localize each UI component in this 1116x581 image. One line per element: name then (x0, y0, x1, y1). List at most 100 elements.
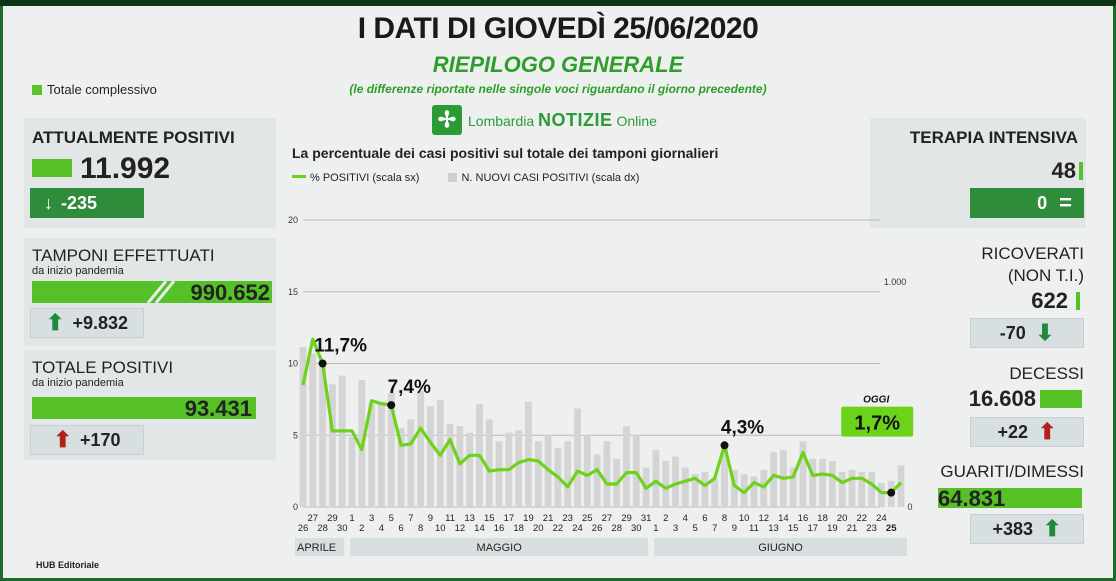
x-tick-label: 19 (523, 513, 534, 524)
arrow-up-icon: ⬆ (53, 427, 72, 452)
case-bar (711, 478, 719, 507)
x-tick-label: 14 (474, 523, 485, 534)
x-tick-label: 7 (712, 523, 717, 534)
case-bar (789, 467, 797, 507)
x-tick-label: 16 (494, 523, 505, 534)
case-bar (387, 393, 395, 507)
arrow-down-icon: ⬇ (1035, 320, 1055, 345)
x-tick-label: 25 (582, 513, 593, 524)
positivi-bar (32, 159, 72, 177)
page-subtitle: RIEPILOGO GENERALE (432, 52, 684, 77)
case-bar (338, 375, 346, 507)
month-band (295, 538, 345, 556)
annotation-label: 7,4% (388, 377, 431, 398)
case-bar (309, 353, 317, 507)
x-tick-label: 9 (732, 523, 737, 534)
x-tick-label: 21 (847, 523, 858, 534)
case-bar (574, 408, 581, 507)
month-band (654, 538, 907, 556)
case-bar (691, 474, 699, 507)
positivi-delta-value: -235 (61, 192, 98, 213)
totpos-bar (32, 397, 256, 419)
x-tick-label: 17 (504, 513, 515, 524)
ti-delta: 0 = (970, 188, 1084, 218)
ric-bar (1076, 292, 1080, 310)
case-bar (868, 471, 876, 507)
positivity-line (301, 337, 903, 495)
y-tick-label: 10 (288, 359, 298, 369)
x-tick-label: 22 (856, 513, 867, 524)
tamponi-sub: da inizio pandemia (32, 265, 124, 277)
ti-label: TERAPIA INTENSIVA (909, 128, 1078, 147)
ti-bar (1079, 162, 1083, 180)
x-tick-label: 1 (653, 523, 658, 534)
dec-value: 16.608 (968, 386, 1036, 411)
x-tick-label: 18 (513, 523, 524, 534)
x-tick-label: 18 (817, 513, 828, 524)
month-label: GIUGNO (758, 542, 803, 554)
top-strip (0, 0, 1116, 6)
arrow-up-icon: ⬆ (1038, 419, 1057, 444)
x-tick-label: 10 (435, 523, 446, 534)
x-tick-label: 3 (673, 523, 678, 534)
case-bar (456, 425, 464, 507)
case-bar (368, 404, 376, 507)
case-bar (593, 454, 601, 507)
logo-text: Lombardia NOTIZIE Online (468, 110, 657, 131)
x-tick-label: 13 (768, 523, 779, 534)
gua-delta: +383 ⬆ (970, 514, 1084, 544)
x-tick-label: 20 (533, 523, 544, 534)
x-tick-label: 9 (428, 513, 433, 524)
annotation-dot (720, 441, 729, 450)
x-tick-label: 15 (484, 513, 495, 524)
page-title: I DATI DI GIOVEDÌ 25/06/2020 (357, 12, 759, 45)
x-tick-label: 15 (788, 523, 799, 534)
case-bar (319, 366, 327, 507)
x-tick-label: 5 (389, 513, 394, 524)
y-tick-label: 5 (293, 430, 298, 440)
case-bar (858, 471, 866, 507)
case-bar (770, 452, 777, 507)
ric-delta-value: -70 (999, 322, 1026, 343)
equals-icon: = (1059, 190, 1072, 215)
annotation-box (841, 406, 914, 437)
dec-delta: +22 ⬆ (970, 417, 1084, 447)
footer-credit: HUB Editoriale (36, 560, 100, 570)
case-bar (377, 401, 385, 507)
x-tick-label: 24 (572, 523, 583, 534)
x-tick-label: 11 (749, 523, 759, 534)
case-bar (446, 423, 454, 507)
x-tick-label: 4 (683, 513, 688, 524)
logo-brand: Lombardia (468, 112, 535, 129)
case-bar (623, 425, 630, 507)
x-tick-label: 5 (692, 523, 697, 534)
y2-tick-label: 1.000 (884, 277, 907, 287)
x-tick-label: 28 (611, 523, 622, 534)
x-tick-label: 6 (702, 513, 707, 524)
case-bar (348, 436, 356, 507)
x-tick-label: 12 (455, 523, 466, 534)
arrow-down-icon: ↓ (44, 192, 53, 213)
x-tick-label: 23 (562, 513, 573, 524)
tamponi-delta: ⬆ +9.832 (30, 308, 144, 338)
chart-title: La percentuale dei casi positivi sul tot… (292, 145, 719, 161)
dec-bar (1040, 390, 1082, 408)
gua-bar (938, 488, 1082, 508)
x-tick-label: 20 (837, 513, 848, 524)
totpos-delta-value: +170 (79, 429, 121, 450)
ric-delta: -70 ⬇ (970, 318, 1084, 348)
case-bar (534, 441, 542, 507)
case-bar (564, 441, 572, 507)
totpos-label: TOTALE POSITIVI (32, 358, 174, 377)
x-tick-label: 26 (298, 523, 309, 534)
x-tick-label: 27 (308, 513, 319, 524)
x-tick-label: 8 (722, 513, 727, 524)
x-tick-label: 6 (398, 523, 403, 534)
month-band (350, 538, 649, 556)
case-bar (897, 465, 905, 507)
annotation-dot (318, 359, 327, 368)
x-tick-label: 26 (592, 523, 603, 534)
case-bar (848, 469, 856, 507)
x-tick-label: 16 (798, 513, 809, 524)
